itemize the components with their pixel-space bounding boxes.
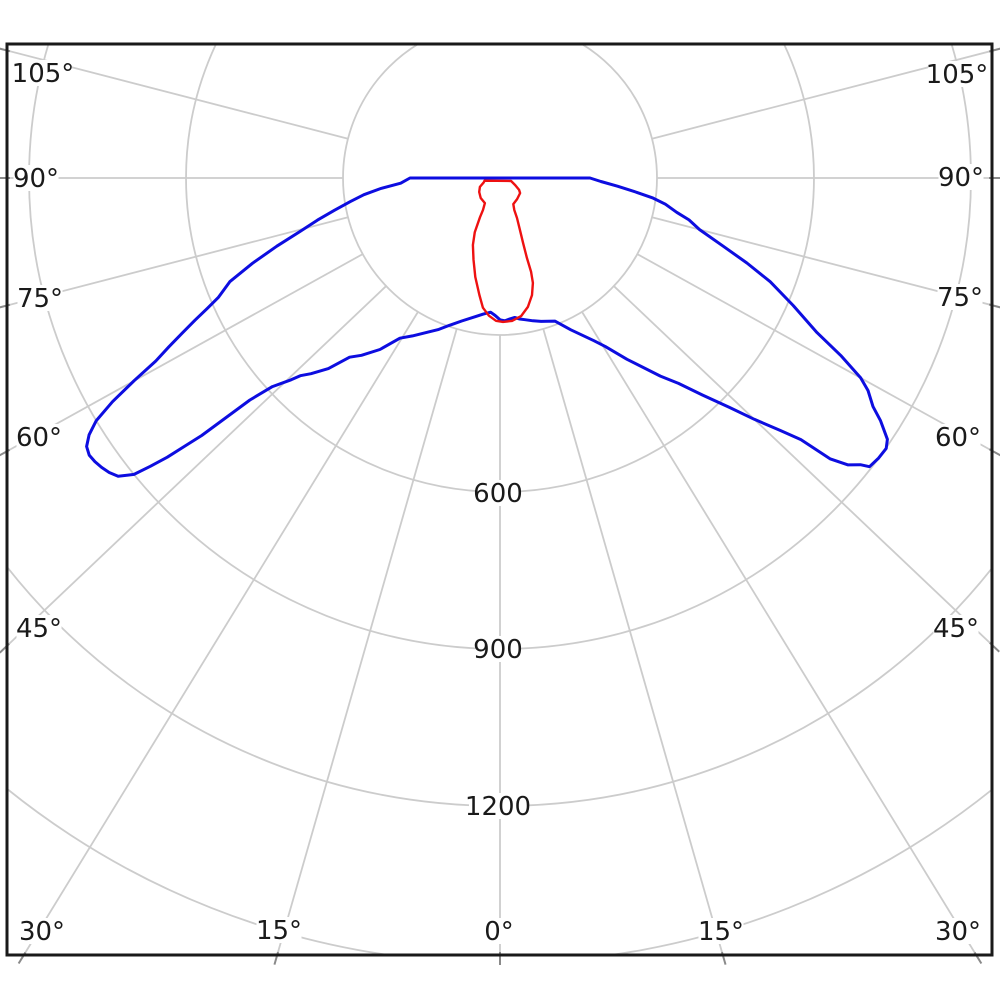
angle-label-left: 45° xyxy=(16,614,62,644)
angle-gridline xyxy=(651,216,992,307)
angle-gridline xyxy=(7,285,387,647)
label-mask xyxy=(469,793,527,819)
label-mask xyxy=(698,918,744,944)
label-mask xyxy=(14,60,72,86)
red-curve xyxy=(471,179,535,324)
angle-label-right: 45° xyxy=(933,614,979,644)
radius-label: 600 xyxy=(473,479,523,509)
angle-label-left: 75° xyxy=(17,284,63,314)
angle-label-bottom: 15° xyxy=(256,916,302,946)
angle-label-left: 105° xyxy=(12,59,75,89)
angle-gridline xyxy=(7,253,364,453)
angle-label-bottom: 30° xyxy=(19,917,65,947)
radius-label: 900 xyxy=(473,635,523,665)
radius-label: 1200 xyxy=(465,792,531,822)
label-mask xyxy=(475,480,521,506)
angle-label-right: 90° xyxy=(938,163,984,193)
angle-label-right: 75° xyxy=(937,283,983,313)
label-mask xyxy=(17,285,63,311)
label-mask xyxy=(19,918,65,944)
angle-gridline xyxy=(613,285,992,646)
label-mask xyxy=(938,164,984,190)
angle-label-bottom: 30° xyxy=(935,917,981,947)
angle-gridline xyxy=(581,311,977,955)
angle-label-right: 60° xyxy=(935,423,981,453)
angle-gridline xyxy=(23,311,419,955)
label-mask xyxy=(256,917,302,943)
label-mask xyxy=(16,615,62,641)
label-mask xyxy=(937,284,983,310)
label-mask xyxy=(935,918,981,944)
angle-label-left: 60° xyxy=(16,423,62,453)
angle-gridline xyxy=(276,328,458,955)
angle-gridline xyxy=(7,216,349,307)
label-mask xyxy=(13,165,59,191)
angle-label-bottom: 0° xyxy=(484,917,514,947)
angle-label-left: 90° xyxy=(13,164,59,194)
label-mask xyxy=(935,424,981,450)
angle-label-bottom: 15° xyxy=(698,917,744,947)
plot-frame xyxy=(5,42,994,957)
angle-label-right: 105° xyxy=(926,60,989,90)
label-mask xyxy=(933,615,979,641)
label-mask xyxy=(483,918,515,944)
label-mask xyxy=(16,424,62,450)
angle-gridline xyxy=(636,253,992,452)
label-mask xyxy=(475,636,521,662)
label-mask xyxy=(928,61,986,87)
angle-gridline xyxy=(542,328,724,955)
